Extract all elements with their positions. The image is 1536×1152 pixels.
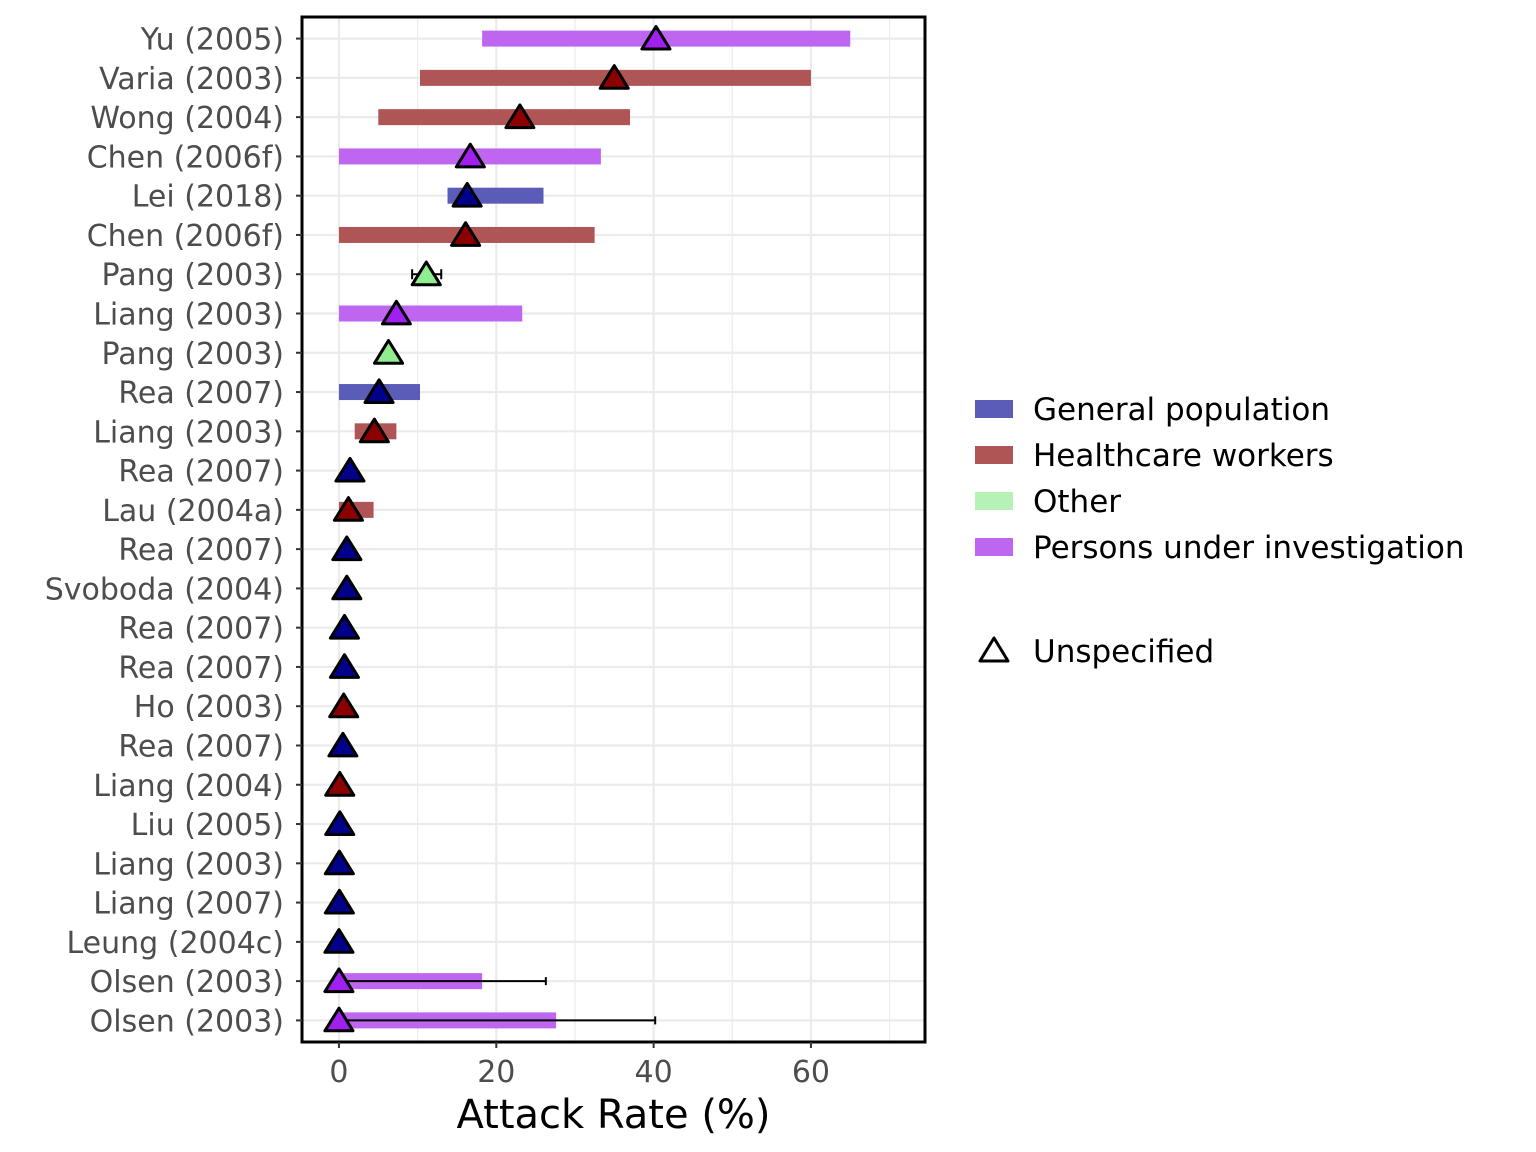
legend-label: Healthcare workers xyxy=(1033,438,1334,474)
estimate-triangle xyxy=(450,221,482,247)
legend-label: Other xyxy=(1033,484,1121,520)
estimate-triangle xyxy=(331,574,363,601)
confidence-bars xyxy=(338,30,851,1029)
y-tick-label: Chen (2006f) xyxy=(87,219,284,254)
gridlines xyxy=(302,17,925,1042)
y-tick-label: Liang (2003) xyxy=(93,847,284,882)
plot-panel-border xyxy=(300,15,927,1044)
legend-shape-label: Unspecified xyxy=(1033,634,1214,670)
y-tick-label: Pang (2003) xyxy=(102,258,284,293)
y-tick-label: Rea (2007) xyxy=(118,612,284,647)
estimate-triangle xyxy=(327,731,359,758)
y-tick-label: Rea (2007) xyxy=(118,729,284,764)
y-tick-label: Lau (2004a) xyxy=(102,494,284,529)
triangle-icon xyxy=(978,636,1010,663)
estimate-triangle xyxy=(504,103,536,130)
legend-label: General population xyxy=(1033,392,1330,428)
estimate-triangle xyxy=(334,456,366,483)
y-tick-label: Rea (2007) xyxy=(118,651,284,686)
legend-swatch xyxy=(975,538,1013,556)
x-tick-label: 20 xyxy=(477,1055,515,1090)
estimate-triangle xyxy=(328,613,360,640)
estimate-triangle xyxy=(328,653,360,679)
estimate-triangle xyxy=(640,24,672,51)
estimate-triangle xyxy=(451,181,483,208)
y-tick-label: Liu (2005) xyxy=(131,808,284,843)
y-tick-label: Varia (2003) xyxy=(99,62,284,97)
y-tick-label: Pang (2003) xyxy=(102,337,284,372)
y-tick-label: Liang (2007) xyxy=(93,887,284,922)
ci-bar xyxy=(482,30,851,47)
point-markers xyxy=(323,24,672,1033)
y-tick-label: Yu (2005) xyxy=(140,23,284,58)
y-tick-label: Liang (2003) xyxy=(93,298,284,333)
x-tick-label: 60 xyxy=(792,1055,830,1090)
y-tick-label: Liang (2004) xyxy=(93,769,284,804)
estimate-triangle xyxy=(323,928,355,954)
estimate-triangle xyxy=(323,849,355,876)
estimate-triangle xyxy=(324,810,356,836)
y-tick-label: Olsen (2003) xyxy=(90,1004,284,1039)
x-axis: 0 20 40 60 xyxy=(329,1042,830,1090)
legend-swatch xyxy=(975,492,1013,510)
estimate-triangle xyxy=(358,417,390,444)
estimate-triangle xyxy=(323,967,355,994)
estimate-triangle xyxy=(410,260,442,287)
estimate-triangle xyxy=(323,888,355,915)
estimate-triangle xyxy=(332,496,364,522)
estimate-triangle xyxy=(323,1006,355,1033)
estimate-triangle xyxy=(328,692,360,719)
y-tick-label: Wong (2004) xyxy=(90,101,284,136)
estimate-triangle xyxy=(454,142,486,169)
whiskers xyxy=(338,269,657,1025)
legend: General population Healthcare workers Othe… xyxy=(975,392,1464,670)
ci-bar xyxy=(338,305,523,322)
ci-bar xyxy=(378,109,631,126)
legend-label: Persons under investigation xyxy=(1033,530,1464,566)
y-tick-label: Liang (2003) xyxy=(93,415,284,450)
y-tick-label: Rea (2007) xyxy=(118,376,284,411)
x-axis-title: Attack Rate (%) xyxy=(456,1092,770,1138)
y-tick-label: Svoboda (2004) xyxy=(45,572,284,607)
y-tick-label: Leung (2004c) xyxy=(67,926,285,961)
legend-swatch xyxy=(975,400,1013,418)
x-tick-label: 40 xyxy=(635,1055,673,1090)
x-tick-label: 0 xyxy=(329,1055,348,1090)
estimate-triangle xyxy=(331,535,363,562)
estimate-triangle xyxy=(380,299,412,326)
y-tick-label: Olsen (2003) xyxy=(90,965,284,1000)
y-tick-label: Chen (2006f) xyxy=(87,140,284,175)
estimate-triangle xyxy=(324,771,356,797)
estimate-triangle xyxy=(598,64,630,90)
estimate-triangle xyxy=(363,378,395,404)
estimate-triangle xyxy=(373,339,405,365)
y-tick-label: Ho (2003) xyxy=(134,690,284,725)
y-tick-label: Lei (2018) xyxy=(132,180,284,215)
y-tick-label: Rea (2007) xyxy=(118,455,284,490)
y-tick-label: Rea (2007) xyxy=(118,533,284,568)
y-axis: Yu (2005) Varia (2003) Wong (2004) Chen (20… xyxy=(45,23,302,1039)
legend-swatch xyxy=(975,446,1013,464)
